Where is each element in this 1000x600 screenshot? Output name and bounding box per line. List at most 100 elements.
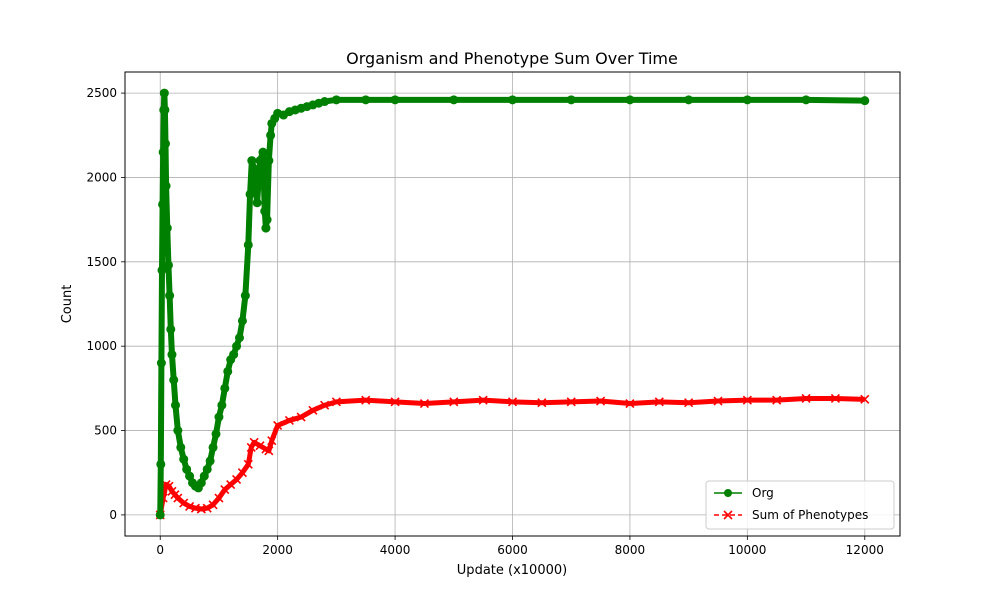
data-point: [801, 393, 811, 404]
data-point: [449, 397, 459, 407]
data-point: [742, 95, 752, 105]
data-point: [158, 199, 168, 209]
data-point: [390, 95, 400, 105]
data-point: [860, 394, 870, 404]
x-tick-label: 4000: [380, 543, 411, 557]
data-point: [199, 471, 209, 481]
data-point: [507, 397, 518, 407]
data-point: [246, 442, 256, 452]
data-point: [596, 396, 606, 406]
data-point: [164, 481, 174, 491]
data-point: [625, 95, 635, 105]
data-point: [243, 459, 253, 469]
y-tick-label: 1500: [86, 255, 117, 269]
data-point: [830, 393, 840, 404]
data-point: [801, 95, 811, 105]
data-point: [179, 498, 189, 508]
data-point: [165, 291, 175, 301]
data-point: [220, 383, 230, 393]
data-point: [234, 333, 244, 343]
data-point: [211, 429, 221, 439]
data-point: [179, 454, 189, 464]
data-point: [478, 395, 488, 405]
x-tick-label: 2000: [262, 543, 293, 557]
x-tick-label: 8000: [615, 543, 646, 557]
data-point: [449, 95, 459, 105]
legend: Org Sum of Phenotypes: [705, 480, 895, 530]
data-point: [182, 464, 192, 474]
data-point: [772, 395, 782, 405]
data-point: [566, 95, 576, 105]
data-point: [742, 395, 752, 405]
y-axis-label: Count: [60, 285, 75, 324]
series-org: [155, 88, 870, 520]
data-point: [249, 164, 259, 174]
chart-title: Organism and Phenotype Sum Over Time: [346, 49, 678, 68]
data-point: [160, 105, 170, 115]
data-point: [167, 350, 177, 360]
data-point: [170, 400, 180, 410]
data-point: [217, 400, 227, 410]
data-point: [361, 395, 371, 405]
legend-label: Org: [752, 486, 774, 500]
data-point: [229, 350, 239, 360]
data-point: [202, 464, 212, 474]
legend-label: Sum of Phenotypes: [752, 508, 868, 522]
data-point: [260, 206, 270, 216]
series-layer: [155, 88, 870, 520]
data-point: [258, 147, 268, 157]
data-point: [214, 412, 224, 422]
data-point: [162, 223, 172, 233]
data-point: [390, 397, 400, 407]
legend-box: [705, 480, 895, 530]
data-point: [208, 442, 218, 452]
data-point: [237, 468, 247, 478]
data-point: [625, 398, 635, 409]
x-tick-label: 12000: [846, 543, 884, 557]
data-point: [654, 397, 664, 407]
data-point: [155, 510, 165, 520]
data-point: [196, 478, 206, 488]
x-tick-label: 0: [156, 543, 164, 557]
legend-item-sum-of-phenotypes: Sum of Phenotypes: [714, 508, 868, 522]
data-point: [243, 240, 253, 250]
x-axis-ticks: 0 2000 4000 6000 8000 10000 12000: [156, 536, 884, 557]
x-tick-label: 10000: [728, 543, 766, 557]
data-point: [223, 366, 233, 376]
data-point: [261, 223, 271, 233]
data-point: [361, 95, 371, 105]
data-point: [166, 324, 176, 334]
data-point: [508, 95, 517, 105]
data-point: [161, 139, 171, 149]
data-point: [264, 156, 274, 166]
data-point: [252, 198, 262, 208]
data-point: [205, 456, 215, 466]
data-point: [331, 95, 341, 105]
data-point: [267, 436, 277, 446]
data-point: [173, 426, 183, 436]
grid-lines: [125, 72, 900, 536]
data-point: [255, 441, 265, 451]
data-point: [232, 341, 242, 351]
data-point: [419, 398, 429, 409]
data-point: [245, 189, 255, 199]
data-point: [176, 442, 186, 452]
data-point: [169, 375, 179, 385]
data-point: [158, 147, 168, 157]
series-sum-of-phenotypes: [155, 393, 870, 520]
data-point: [156, 459, 166, 469]
data-point: [237, 316, 247, 326]
data-point: [684, 398, 694, 408]
data-point: [185, 471, 195, 481]
data-point: [273, 420, 283, 431]
data-point: [185, 501, 195, 512]
data-point: [163, 260, 173, 270]
data-point: [262, 215, 272, 225]
data-point: [157, 265, 167, 275]
data-point: [202, 503, 212, 513]
data-point: [255, 156, 265, 166]
data-point: [537, 398, 547, 408]
data-point: [284, 415, 294, 425]
data-point: [320, 97, 330, 107]
